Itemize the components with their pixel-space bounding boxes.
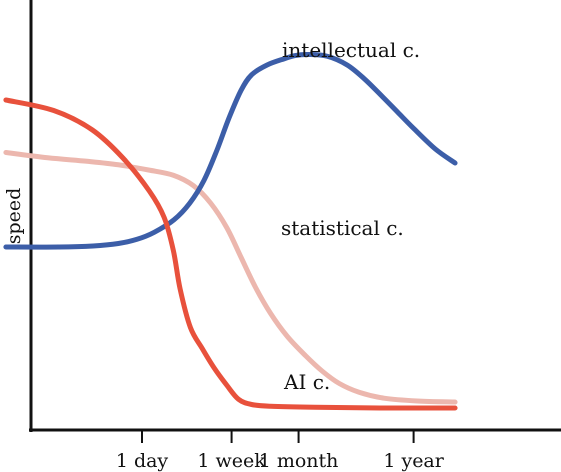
- series-label-statistical-c: statistical c.: [281, 216, 404, 240]
- series-label-ai-c: AI c.: [283, 370, 330, 394]
- series-labels: intellectual c. statistical c. AI c.: [281, 38, 420, 394]
- x-tick-label-1-day: 1 day: [116, 450, 169, 472]
- series-lines: [3, 51, 458, 411]
- series-line-statistical-c: [3, 150, 458, 405]
- axes: speed: [3, 0, 561, 432]
- y-axis-label: speed: [3, 188, 25, 245]
- series-label-intellectual-c: intellectual c.: [282, 38, 420, 62]
- x-tick-label-1-week: 1 week: [197, 450, 266, 472]
- x-tick-label-1-year: 1 year: [383, 450, 444, 472]
- x-tick-label-1-month: 1 month: [259, 450, 339, 472]
- series-line-intellectual-c: [3, 51, 458, 250]
- series-line-ai-c: [3, 97, 458, 411]
